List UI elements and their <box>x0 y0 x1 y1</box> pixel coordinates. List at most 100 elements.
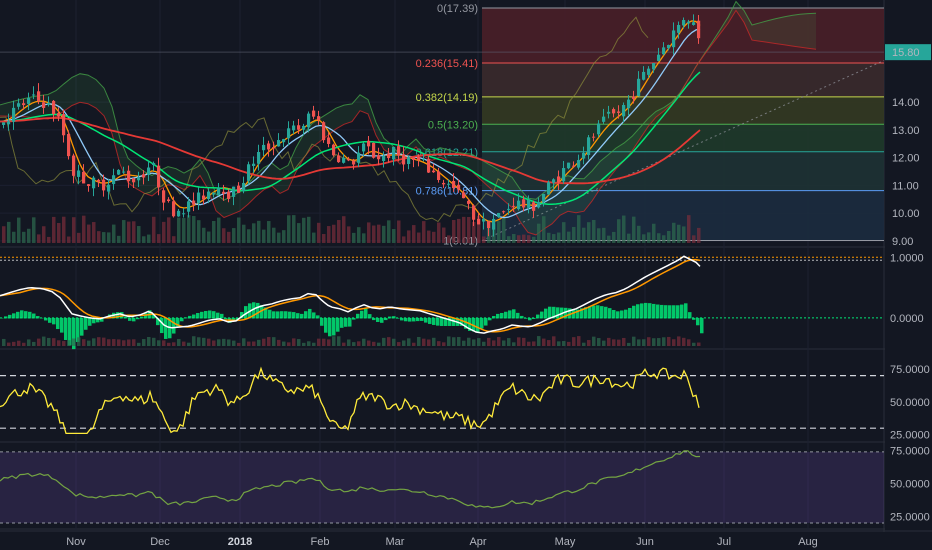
osc-volume-bar <box>582 342 586 346</box>
osc-volume-bar <box>352 342 356 346</box>
osc-histogram-bar <box>308 308 312 319</box>
candlesticks[interactable] <box>2 14 701 237</box>
osc-volume-bar <box>227 339 231 346</box>
fib-trend-line <box>481 60 885 242</box>
osc-histogram-bar <box>440 317 444 326</box>
volume-bar <box>572 226 576 243</box>
volume-bar <box>87 224 91 243</box>
osc-volume-bar <box>122 340 126 346</box>
osc-histogram-bar <box>92 317 96 324</box>
volume-bar <box>472 222 476 243</box>
candle-body <box>457 184 461 190</box>
osc-histogram-bar <box>408 317 412 322</box>
candle-body <box>257 152 261 164</box>
osc-volume-bar <box>542 338 546 346</box>
osc-volume-bar <box>667 336 671 346</box>
candle-body <box>392 146 396 160</box>
osc-histogram-bar <box>116 312 120 319</box>
osc-volume-bar <box>372 341 376 346</box>
volume-bar <box>32 217 36 243</box>
osc-histogram-bar <box>384 317 388 321</box>
osc-histogram-bar <box>204 310 208 319</box>
osc-volume-bar <box>52 338 56 346</box>
osc-histogram-bar <box>296 313 300 319</box>
rsi-tick-label: 25.0000 <box>890 430 930 442</box>
osc-volume-bar <box>622 337 626 346</box>
osc-histogram-bar <box>532 317 536 319</box>
candle-body <box>632 96 636 99</box>
osc-histogram-bar <box>604 306 608 319</box>
osc-histogram-bar <box>480 317 484 329</box>
osc-histogram-bar <box>352 317 356 320</box>
osc-volume-bar <box>307 341 311 346</box>
osc-histogram-bar <box>424 317 428 323</box>
volume-bar <box>542 216 546 243</box>
ma-medium <box>0 28 701 219</box>
candle-body <box>662 47 666 55</box>
osc-histogram-bar <box>596 305 600 319</box>
candle-body <box>262 144 266 151</box>
osc-histogram-bar <box>672 305 676 319</box>
osc-volume-bar <box>92 338 96 346</box>
candle-body <box>602 116 606 122</box>
volume-bar <box>272 227 276 243</box>
candle-body <box>497 212 501 217</box>
candle-body <box>577 160 581 168</box>
price-axis[interactable]: 9.00 10.00 11.00 12.00 13.00 14.00 15.80 0.0000… <box>885 0 932 532</box>
candle-body <box>407 157 411 164</box>
osc-volume-bar <box>267 337 271 346</box>
osc-histogram-bar <box>392 316 396 319</box>
indicator-tick-label: 25.0000 <box>890 511 930 523</box>
volume-bar <box>167 217 171 243</box>
osc-volume-bar <box>512 342 516 346</box>
candle-body <box>667 44 671 49</box>
osc-histogram-bar <box>588 306 592 319</box>
price-tick-label: 12.00 <box>892 153 920 165</box>
candle-body <box>362 143 366 152</box>
osc-histogram-bar <box>668 305 672 319</box>
candle-body <box>542 193 546 202</box>
osc-volume-bar <box>252 341 256 346</box>
volume-bar <box>567 231 571 243</box>
volume-bar <box>222 228 226 243</box>
indicator-panel[interactable] <box>0 450 884 524</box>
candle-body <box>622 104 626 117</box>
candle-body <box>107 184 111 192</box>
osc-histogram-bar <box>540 311 544 319</box>
osc-histogram-bar <box>684 303 688 319</box>
osc-histogram-bar <box>16 311 20 319</box>
rsi-panel[interactable] <box>0 366 884 435</box>
osc-volume-bar <box>627 342 631 346</box>
oscillator-panel[interactable] <box>0 255 884 350</box>
volume-bar <box>672 222 676 243</box>
osc-volume-bar <box>197 337 201 346</box>
osc-volume-bar <box>167 342 171 346</box>
candle-body <box>692 22 696 25</box>
osc-volume-bar <box>67 340 71 346</box>
osc-histogram-bar <box>676 305 680 319</box>
time-axis[interactable]: Nov Dec 2018 Feb Mar Apr May Jun Jul Aug <box>0 530 932 548</box>
candle-body <box>162 190 166 203</box>
osc-volume-bar <box>237 342 241 346</box>
candle-body <box>652 63 656 70</box>
candle-body <box>477 218 481 225</box>
osc-histogram-bar <box>580 308 584 319</box>
volume-bar <box>117 235 121 243</box>
volume-bar <box>267 221 271 243</box>
month-label: Apr <box>469 536 486 548</box>
candle-body <box>427 159 431 173</box>
osc-histogram-bar <box>360 310 364 319</box>
candle-body <box>607 111 611 114</box>
volume-bar <box>352 232 356 243</box>
osc-histogram-bar <box>84 317 88 330</box>
candle-body <box>92 177 96 189</box>
candle-body <box>377 155 381 160</box>
candle-body <box>437 171 441 180</box>
volume-bar <box>512 234 516 243</box>
price-tick-label: 13.00 <box>892 125 920 137</box>
osc-volume-bar <box>692 342 696 346</box>
candle-body <box>332 144 336 156</box>
last-price-badge[interactable] <box>885 44 931 61</box>
candle-body <box>127 170 131 182</box>
